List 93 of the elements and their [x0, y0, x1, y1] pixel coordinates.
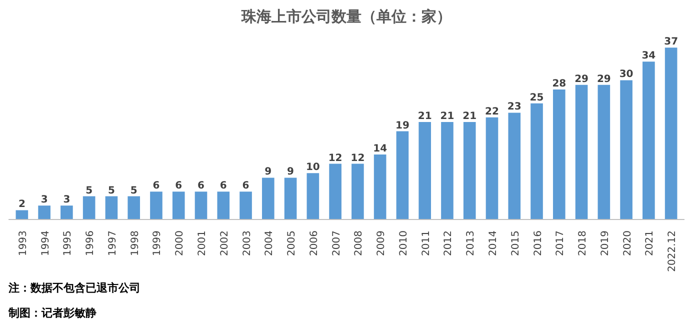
x-tick-label: 2002 [219, 230, 230, 256]
data-label: 9 [287, 166, 294, 178]
data-label: 5 [108, 185, 115, 196]
data-label: 19 [396, 120, 410, 132]
x-tick-label: 2003 [242, 230, 253, 256]
bar [463, 122, 476, 220]
data-label: 37 [664, 36, 678, 48]
x-tick-label: 1995 [62, 230, 74, 256]
data-label: 6 [220, 180, 227, 192]
bar [16, 210, 28, 220]
x-tick-label: 1998 [130, 230, 141, 256]
x-tick-label: 1996 [85, 230, 96, 256]
data-label: 34 [642, 50, 656, 62]
bar [620, 80, 632, 220]
data-label: 29 [596, 74, 611, 85]
bar [575, 84, 588, 220]
data-label: 21 [462, 110, 477, 122]
data-label: 3 [40, 194, 48, 206]
x-tick-label: 2005 [286, 230, 298, 256]
bar [508, 112, 521, 220]
data-label: 21 [418, 110, 432, 122]
x-tick-label: 1993 [18, 230, 29, 256]
x-tick-label: 2010 [398, 230, 410, 256]
bar [418, 122, 431, 220]
x-tick-label: 2015 [510, 230, 522, 256]
bar [552, 89, 566, 220]
data-label: 12 [328, 152, 342, 164]
data-label: 10 [306, 162, 320, 174]
data-label: 6 [175, 180, 182, 192]
bar [664, 48, 678, 220]
bar [598, 84, 610, 220]
x-tick-label: 1994 [40, 230, 52, 256]
data-label: 25 [530, 92, 544, 104]
bar [150, 192, 162, 220]
bar [396, 131, 409, 220]
bar [329, 164, 342, 220]
data-label: 5 [130, 185, 138, 196]
x-tick-label: 1997 [107, 230, 118, 256]
x-tick-label: 2021 [644, 230, 656, 256]
data-label: 29 [574, 74, 589, 85]
x-tick-label: 2020 [622, 230, 634, 256]
data-label: 12 [350, 152, 365, 164]
x-tick-label: 2022.12 [667, 230, 678, 272]
x-tick-label: 2006 [308, 230, 320, 256]
bar [240, 192, 252, 220]
x-tick-label: 2019 [600, 230, 611, 256]
bar [172, 192, 185, 220]
x-tick-label: 2009 [376, 230, 388, 256]
x-tick-label: 1999 [152, 230, 164, 256]
bar [284, 178, 297, 220]
bar [352, 164, 364, 220]
data-label: 14 [373, 143, 388, 154]
data-label: 30 [619, 69, 634, 80]
chart-title: 珠海上市公司数量（单位：家） [240, 8, 452, 26]
text: 注：数据不包含已退市公司 [8, 282, 140, 294]
data-label: 21 [440, 110, 454, 122]
data-label: 3 [63, 194, 70, 206]
x-tick-label: 2000 [174, 230, 186, 256]
data-label: 28 [552, 78, 566, 90]
x-tick-label: 2011 [420, 230, 432, 256]
data-label: 5 [86, 185, 93, 196]
x-tick-label: 2017 [555, 230, 566, 256]
x-tick-label: 2012 [443, 230, 454, 256]
bar [82, 196, 96, 220]
bar [38, 206, 50, 220]
bar [486, 117, 498, 220]
bar [530, 103, 543, 220]
x-tick-label: 2004 [264, 230, 276, 256]
data-label: 22 [485, 106, 499, 118]
bar [441, 122, 454, 220]
bar [105, 196, 118, 220]
bar [262, 178, 274, 220]
bar [217, 192, 230, 220]
x-tick-label: 2008 [354, 230, 365, 256]
bar [128, 196, 140, 220]
data-label: 6 [198, 180, 205, 192]
bar [194, 192, 208, 220]
bar [374, 154, 386, 220]
bar [60, 206, 73, 220]
data-label: 9 [264, 166, 272, 178]
x-tick-label: 2014 [488, 230, 499, 256]
x-tick-label: 2001 [197, 230, 208, 256]
data-label: 6 [242, 180, 250, 192]
x-tick-label: 2013 [466, 230, 477, 256]
x-tick-label: 2007 [331, 230, 342, 256]
text: 制图：记者彭敏静 [8, 306, 96, 320]
x-tick-label: 2018 [578, 230, 589, 256]
data-label: 6 [152, 180, 160, 192]
bar [306, 173, 320, 220]
data-label: 2 [18, 199, 26, 210]
x-tick-label: 2016 [532, 230, 544, 256]
bar [642, 62, 655, 220]
data-label: 23 [507, 102, 522, 113]
